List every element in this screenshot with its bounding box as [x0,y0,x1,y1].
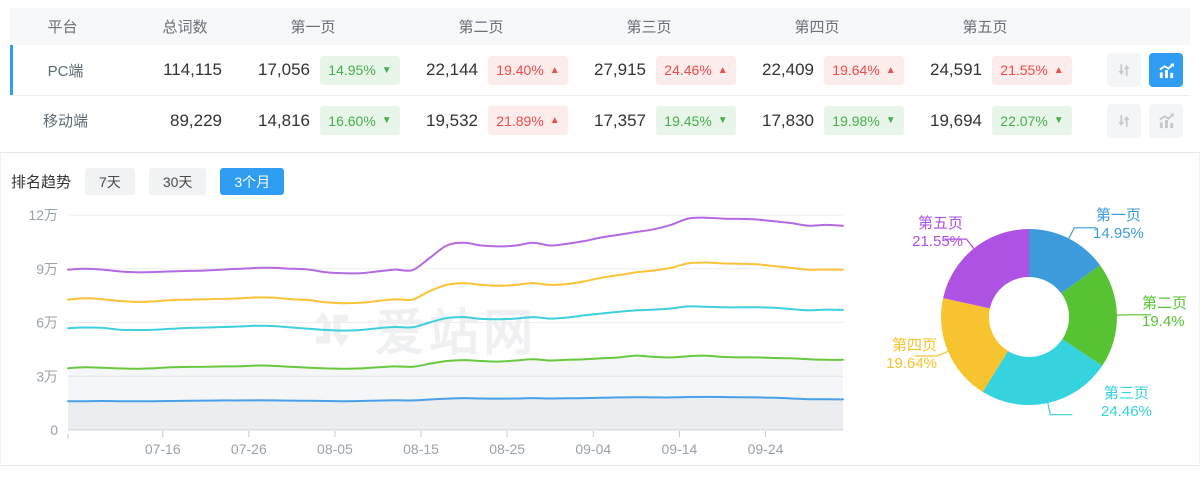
svg-text:08-05: 08-05 [317,441,353,457]
compare-button[interactable] [1107,103,1141,138]
col-header-total: 总词数 [162,19,208,36]
page4-count: 22,409 [762,60,814,79]
svg-text:0: 0 [50,422,58,438]
svg-text:6万: 6万 [36,315,58,331]
compare-button[interactable] [1107,53,1141,87]
page1-count: 14,816 [258,110,310,130]
tab-30-days[interactable]: 30天 [148,168,207,195]
svg-text:07-16: 07-16 [145,441,181,457]
up-down-arrows-icon [1118,64,1130,76]
page2-cell: 22,144 19.40% ▲ [426,55,594,85]
page2-change-badge: 19.40% ▲ [488,55,568,85]
triangle-up-icon: ▲ [885,64,896,76]
page2-count: 22,144 [426,60,478,79]
triangle-up-icon: ▲ [549,115,560,126]
donut-chart-container: 第一页 14.95% 第二页 19.4% 第三页 24.46% 第四页 19.64% 第… [861,197,1199,465]
page1-change-badge: 16.60% ▼ [320,106,400,135]
donut-label-page3: 第三页 24.46% [1101,385,1152,420]
page4-cell: 17,830 19.98% ▼ [762,106,930,135]
total-words-value: 89,229 [170,110,222,130]
page5-cell: 24,591 21.55% ▲ [930,55,1098,85]
triangle-down-icon: ▼ [717,115,728,126]
triangle-up-icon: ▲ [1053,64,1064,76]
donut-label-page5: 第五页 21.55% [912,215,963,250]
page1-cell: 14,816 16.60% ▼ [258,106,426,135]
trend-title: 排名趋势 [11,174,72,191]
row-actions [1098,103,1193,138]
page3-cell: 17,357 19.45% ▼ [594,106,762,135]
platform-label: 移动端 [42,113,88,130]
page3-change-badge: 19.45% ▼ [656,106,736,135]
line-chart-container: 爱站网 0 3万 6万 9万 12万 07-16 07-26 08-05 08-15 08-25 0… [3,197,861,465]
svg-text:12万: 12万 [28,207,58,223]
trend-header: 排名趋势 7天 30天 3个月 [1,153,1199,197]
svg-text:08-25: 08-25 [489,441,525,457]
page1-count: 17,056 [258,60,310,79]
svg-text:09-24: 09-24 [748,441,784,457]
rank-table: 平台 总词数 第一页 第二页 第三页 第四页 第五页 PC端 114,115 1… [10,8,1190,145]
triangle-down-icon: ▼ [1053,115,1064,126]
trend-chart-button[interactable] [1149,103,1183,138]
page5-change-badge: 21.55% ▲ [992,55,1072,85]
row-actions [1098,53,1193,87]
table-row-mobile[interactable]: 移动端 89,229 14,816 16.60% ▼ 19,532 21.89% ▲… [10,95,1190,145]
watermark-text: 爱站网 [375,305,537,361]
trend-chart-icon [1158,113,1174,129]
page5-change-badge: 22.07% ▼ [992,106,1072,135]
svg-text:3万: 3万 [36,368,58,384]
table-header-row: 平台 总词数 第一页 第二页 第三页 第四页 第五页 [10,8,1190,45]
page3-change-badge: 24.46% ▲ [656,55,736,85]
svg-text:09-14: 09-14 [661,441,697,457]
rank-trend-section: 排名趋势 7天 30天 3个月 爱站网 0 3万 6万 9万 12万 07-16 07-26… [0,152,1200,466]
triangle-up-icon: ▲ [549,64,560,76]
page4-change-badge: 19.64% ▲ [824,55,904,85]
triangle-up-icon: ▲ [717,64,728,76]
donut-label-page2: 第二页 19.4% [1142,295,1188,330]
svg-text:08-15: 08-15 [403,441,439,457]
total-words-value: 114,115 [163,60,222,79]
donut-label-page4: 第四页 19.64% [886,337,937,372]
col-header-page1: 第一页 [290,19,336,36]
line-chart[interactable]: 0 3万 6万 9万 12万 07-16 07-26 08-05 08-15 08-25 09-04… [3,197,861,465]
page4-cell: 22,409 19.64% ▲ [762,55,930,85]
col-header-page4: 第四页 [794,19,840,36]
page5-count: 19,694 [930,110,982,130]
page5-cell: 19,694 22.07% ▼ [930,106,1098,135]
keyword-rank-dashboard: 平台 总词数 第一页 第二页 第三页 第四页 第五页 PC端 114,115 1… [0,8,1200,477]
page1-change-badge: 14.95% ▼ [320,55,400,85]
page4-change-badge: 19.98% ▼ [824,106,904,135]
up-down-arrows-icon [1118,114,1130,127]
svg-text:09-04: 09-04 [575,441,611,457]
page1-cell: 17,056 14.95% ▼ [258,55,426,85]
page3-cell: 27,915 24.46% ▲ [594,55,762,85]
trend-body: 爱站网 0 3万 6万 9万 12万 07-16 07-26 08-05 08-15 08-25 0… [1,197,1199,465]
svg-text:9万: 9万 [36,261,58,277]
tab-7-days[interactable]: 7天 [85,168,135,195]
table-row-pc[interactable]: PC端 114,115 17,056 14.95% ▼ 22,144 19.40%… [10,45,1190,95]
page2-count: 19,532 [426,110,478,130]
col-header-page2: 第二页 [458,19,504,36]
donut-label-page1: 第一页 14.95% [1093,207,1144,242]
col-header-page5: 第五页 [962,19,1008,36]
page4-count: 17,830 [762,110,814,130]
page3-count: 27,915 [594,60,646,79]
svg-text:07-26: 07-26 [231,441,267,457]
page2-change-badge: 21.89% ▲ [488,106,568,135]
triangle-down-icon: ▼ [381,115,392,126]
page3-count: 17,357 [594,110,646,130]
trend-chart-icon [1158,62,1174,78]
triangle-down-icon: ▼ [381,64,392,76]
trend-chart-button[interactable] [1149,53,1183,87]
page2-cell: 19,532 21.89% ▲ [426,106,594,135]
donut-chart[interactable] [861,197,1199,465]
platform-label: PC端 [47,62,84,80]
page5-count: 24,591 [930,60,982,79]
triangle-down-icon: ▼ [885,115,896,126]
col-header-platform: 平台 [47,19,78,36]
tab-3-months[interactable]: 3个月 [220,168,285,195]
col-header-page3: 第三页 [626,19,672,36]
